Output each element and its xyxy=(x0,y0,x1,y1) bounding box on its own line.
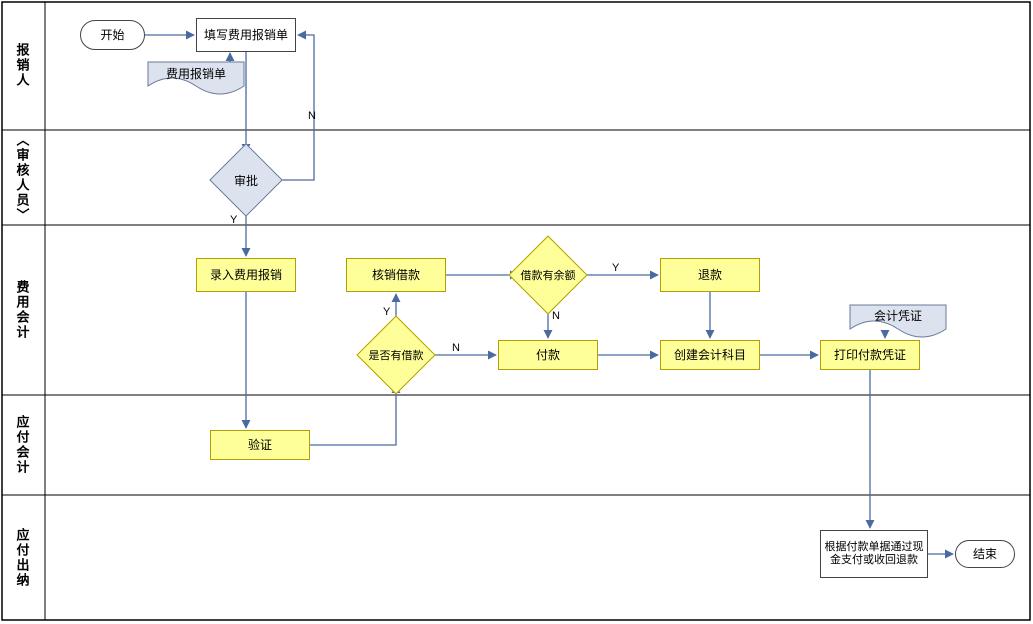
node-enter-cost: 录入费用报销 xyxy=(196,258,296,292)
node-loan-balance-label: 借款有余额 xyxy=(521,267,576,283)
node-has-loan-label: 是否有借款 xyxy=(369,347,424,363)
flowchart-canvas: 报销人 ︿审核人员﹀ 费用会计 应付会计 应付出纳 开始 填写费用报销单 费用报… xyxy=(0,0,1033,624)
edge-label-loanbalance-n: N xyxy=(552,310,560,322)
node-approve: 审批 xyxy=(220,154,272,206)
node-start: 开始 xyxy=(80,20,145,50)
edge-label-approve-n: N xyxy=(308,110,316,122)
node-pay: 付款 xyxy=(498,340,598,370)
node-approve-label: 审批 xyxy=(234,172,258,189)
node-doc-form-label: 费用报销单 xyxy=(148,62,244,86)
edge-validate-hasloan xyxy=(310,385,396,445)
edge-label-approve-y: Y xyxy=(230,214,237,226)
node-create-acc: 创建会计科目 xyxy=(660,340,760,370)
edge-label-hasloan-n: N xyxy=(452,342,460,354)
node-cash-pay: 根据付款单据通过现金支付或收回退款 xyxy=(820,530,928,578)
lane-label-2: ︿审核人员﹀ xyxy=(2,130,42,225)
lane-label-1: 报销人 xyxy=(2,0,42,130)
node-validate: 验证 xyxy=(210,430,310,460)
edge-approve-n xyxy=(272,35,314,180)
node-doc-voucher-label: 会计凭证 xyxy=(850,305,946,327)
node-fill-form: 填写费用报销单 xyxy=(196,18,296,52)
node-end: 结束 xyxy=(955,540,1015,568)
node-has-loan: 是否有借款 xyxy=(368,327,424,383)
edge-label-hasloan-y: Y xyxy=(383,306,390,318)
lane-label-4: 应付会计 xyxy=(2,395,42,495)
node-verify-loan: 核销借款 xyxy=(346,258,446,292)
node-refund: 退款 xyxy=(660,258,760,292)
node-loan-balance: 借款有余额 xyxy=(520,247,576,303)
node-print-voucher: 打印付款凭证 xyxy=(820,340,920,370)
lane-label-5: 应付出纳 xyxy=(2,495,42,620)
edge-label-loanbalance-y: Y xyxy=(612,262,619,274)
lane-label-3: 费用会计 xyxy=(2,225,42,395)
